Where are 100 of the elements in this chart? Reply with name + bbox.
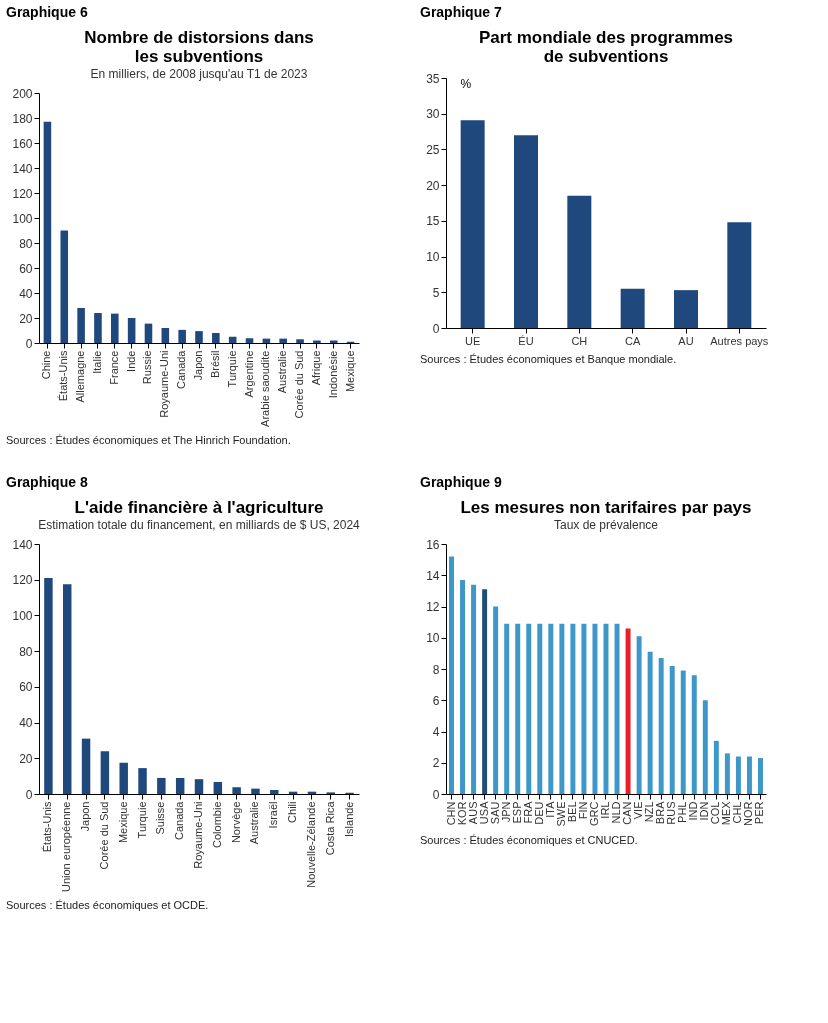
text: Graphique 8 — [6, 474, 89, 490]
bar — [175, 777, 185, 794]
bar — [625, 628, 631, 794]
y-tick-label: 80 — [19, 644, 33, 659]
x-tick-label: Corée du Sud — [293, 350, 306, 419]
x-tick-label: BRA — [654, 800, 667, 825]
bar — [270, 790, 279, 794]
x-tick-label: CAN — [621, 801, 634, 825]
y-tick-label: 20 — [19, 311, 33, 326]
x-tick-label: NOR — [742, 801, 755, 826]
y-tick-label: 180 — [12, 111, 33, 126]
x-tick-label: Islande — [342, 801, 355, 837]
x-tick-label: Inde — [124, 350, 137, 372]
x-tick-label: Suisse — [154, 801, 167, 835]
y-tick-label: 20 — [426, 178, 440, 193]
bar — [119, 762, 128, 794]
y-tick-label: 140 — [12, 161, 33, 176]
y-tick-label: 12 — [426, 600, 440, 614]
x-tick-label: États-Unis — [41, 801, 54, 853]
y-tick-label: 80 — [19, 236, 33, 251]
x-tick-label: ÉU — [518, 334, 534, 347]
bar — [548, 623, 554, 794]
bar — [735, 756, 741, 794]
bar — [195, 331, 203, 343]
x-tick-label: Union européenne — [60, 801, 73, 893]
x-tick-label: ESP — [510, 801, 523, 824]
bar — [515, 623, 521, 794]
chart-title: Nombre de distorsions dans les subventions — [84, 28, 314, 66]
x-tick-label: RUS — [665, 801, 678, 825]
x-tick-label: France — [107, 350, 120, 385]
bar — [514, 135, 538, 328]
bar — [144, 323, 153, 343]
x-tick-label: AU — [678, 334, 694, 347]
y-tick-label: 160 — [12, 136, 33, 151]
text: Graphique 9 — [420, 474, 503, 490]
y-tick-label: 6 — [432, 693, 440, 708]
y-tick-label: 16 — [426, 537, 440, 552]
y-tick-label: 35 — [426, 71, 440, 86]
bar — [138, 768, 147, 794]
source-note: Sources : Études économiques et Banque mondiale. — [420, 353, 678, 365]
bar — [44, 577, 53, 794]
chart-subtitle: Estimation totale du financement, en milliards de $ US, 2024 — [38, 518, 361, 532]
bar — [471, 584, 477, 794]
y-tick-label: 0 — [432, 787, 440, 802]
x-tick-label: VIE — [632, 801, 645, 820]
x-tick-label: Canada — [173, 800, 186, 841]
y-tick-label: 100 — [12, 211, 33, 226]
bar — [43, 121, 52, 343]
bar — [449, 556, 454, 794]
bar — [279, 338, 287, 343]
x-tick-label: PER — [753, 801, 766, 825]
x-tick-label: Afrique — [309, 350, 322, 386]
bar — [620, 288, 645, 328]
x-tick-label: Colombie — [210, 801, 223, 848]
bar — [758, 758, 763, 794]
x-tick-label: ITA — [543, 800, 556, 818]
x-tick-label: Russie — [141, 350, 154, 385]
y-tick-label: 15 — [426, 214, 440, 229]
chart-subtitle: Taux de prévalence — [553, 518, 659, 532]
bar — [636, 636, 642, 794]
bar — [111, 313, 119, 343]
y-tick-label: 4 — [432, 725, 440, 739]
x-tick-label: SWE — [554, 801, 567, 827]
bar — [460, 579, 466, 794]
bar — [537, 623, 543, 794]
x-tick-label: JPN — [499, 801, 512, 823]
y-tick-label: 0 — [25, 787, 33, 802]
x-tick-label: USA — [477, 800, 490, 825]
x-tick-label: Japon — [79, 801, 92, 832]
y-tick-label: 120 — [12, 186, 33, 201]
x-tick-label: CHN — [444, 801, 457, 826]
bar — [724, 753, 730, 794]
x-tick-label: Mexique — [116, 801, 129, 844]
x-tick-label: FRA — [521, 800, 534, 824]
x-tick-label: Canada — [175, 349, 188, 390]
y-tick-label: 200 — [12, 86, 33, 101]
x-tick-label: CH — [571, 334, 588, 347]
y-tick-label: 5 — [432, 285, 440, 300]
bar — [460, 120, 485, 328]
bar — [614, 623, 620, 794]
source-note: Sources : Études économiques et The Hinrich Foundation. — [6, 434, 292, 446]
y-tick-label: 120 — [12, 573, 33, 588]
y-tick-label: 40 — [19, 716, 33, 731]
x-tick-label: MEX — [720, 800, 733, 826]
x-tick-label: Chili — [286, 801, 299, 823]
bar — [746, 756, 752, 794]
bar — [559, 623, 565, 794]
bar — [567, 195, 592, 328]
x-tick-label: Autres pays — [710, 334, 769, 347]
y-tick-label: 10 — [426, 631, 440, 646]
bar — [504, 623, 510, 794]
y-tick-label: 2 — [432, 756, 440, 771]
x-tick-label: Royaume-Uni — [192, 801, 204, 869]
bar — [212, 333, 220, 343]
bar — [713, 740, 719, 794]
x-tick-label: Indonésie — [326, 350, 339, 399]
x-tick-label: Turquie — [225, 350, 238, 388]
bar — [245, 338, 254, 343]
y-tick-label: 0 — [432, 321, 440, 336]
bar — [63, 584, 72, 794]
